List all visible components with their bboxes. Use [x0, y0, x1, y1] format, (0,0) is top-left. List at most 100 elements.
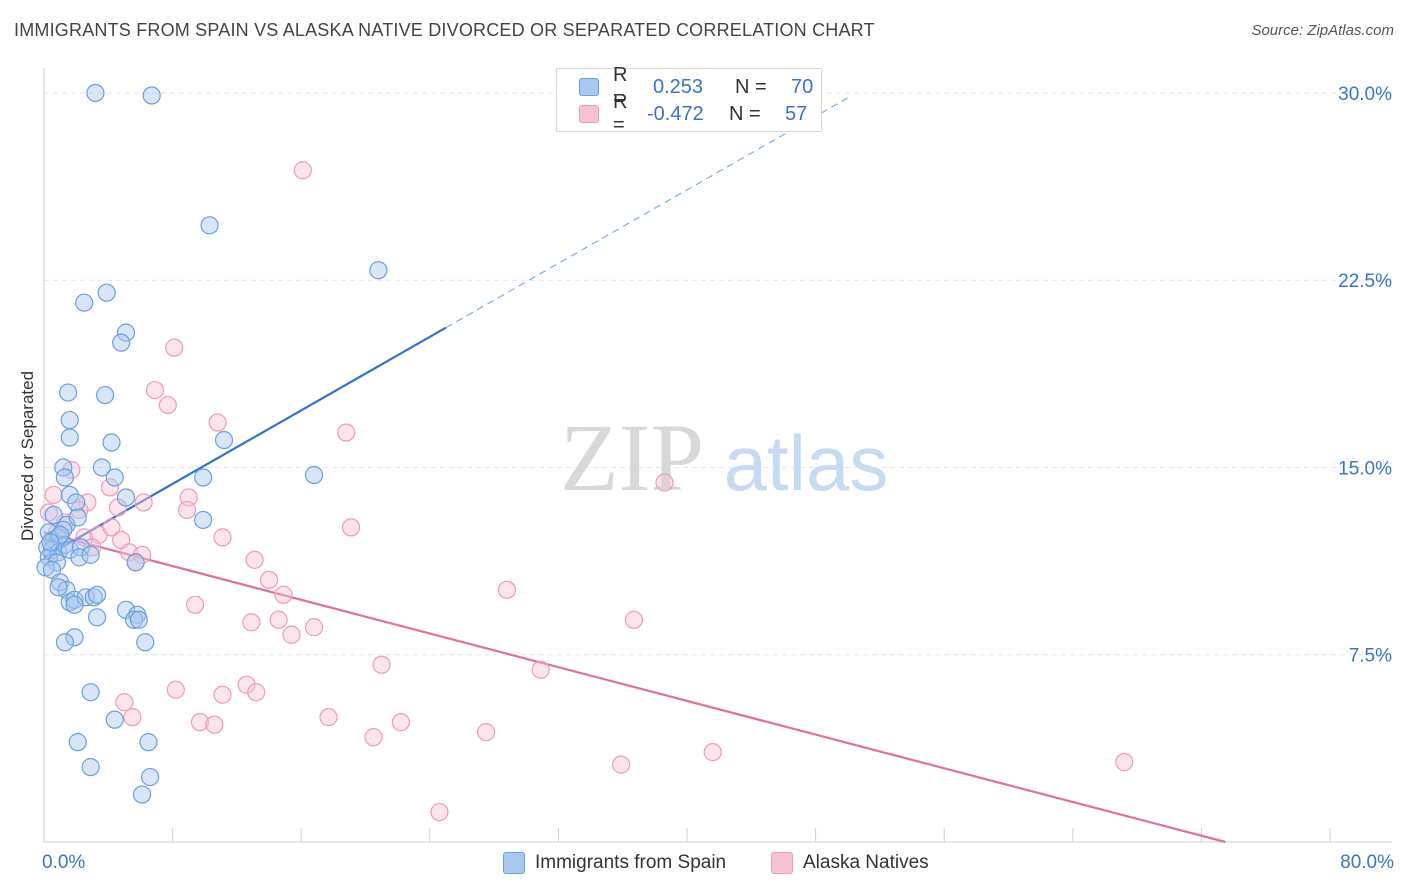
data-point-alaska — [134, 493, 153, 512]
data-point-spain — [126, 553, 145, 572]
correlation-legend: R = 0.253 N = 70 R = -0.472 N = 57 — [556, 64, 822, 136]
legend-label-spain: Immigrants from Spain — [535, 852, 727, 873]
data-point-spain — [81, 545, 100, 564]
data-point-alaska — [611, 755, 631, 774]
legend-swatch-alaska — [771, 852, 793, 874]
data-point-spain — [54, 520, 73, 540]
legend-row-alaska: R = -0.472 N = 57 — [579, 91, 808, 136]
data-point-spain — [124, 610, 144, 629]
axes — [43, 68, 1392, 843]
x-tick-min: 0.0% — [42, 852, 86, 873]
data-point-spain — [97, 283, 116, 302]
data-points — [36, 83, 1134, 822]
data-point-alaska — [304, 618, 324, 637]
data-point-alaska — [165, 338, 184, 357]
data-point-spain — [105, 468, 124, 487]
data-point-alaska — [430, 802, 449, 822]
data-point-alaska — [319, 708, 338, 727]
data-point-spain — [136, 633, 155, 652]
legend-n-value-alaska: 57 — [785, 102, 808, 125]
source-label: Source: ZipAtlas.com — [1251, 22, 1394, 39]
data-point-alaska — [39, 503, 58, 522]
data-point-spain — [86, 83, 105, 103]
data-point-alaska — [655, 473, 674, 492]
data-point-alaska — [703, 743, 722, 762]
legend-r-value-alaska: -0.472 — [647, 102, 704, 125]
data-point-spain — [214, 430, 234, 450]
data-point-alaska — [1115, 753, 1134, 772]
data-point-alaska — [205, 715, 224, 734]
data-point-alaska — [247, 683, 266, 702]
data-point-spain — [369, 261, 388, 280]
data-point-spain — [67, 493, 86, 512]
data-point-spain — [132, 785, 152, 804]
data-point-spain — [44, 505, 63, 525]
data-point-alaska — [391, 713, 410, 732]
y-tick-labels: 7.5% 15.0% 22.5% 30.0% — [1338, 84, 1392, 667]
data-point-alaska — [245, 550, 264, 569]
legend-n-label: N = — [735, 75, 767, 98]
data-point-alaska — [372, 655, 391, 674]
data-point-spain — [200, 216, 219, 235]
y-tick-label: 30.0% — [1338, 84, 1392, 105]
data-point-spain — [60, 540, 79, 559]
grid-lines — [44, 92, 1392, 656]
data-point-spain — [81, 757, 100, 777]
data-point-spain — [49, 578, 68, 597]
data-point-alaska — [213, 685, 232, 704]
data-point-spain — [116, 488, 136, 507]
data-point-spain — [55, 468, 74, 487]
data-point-spain — [116, 323, 136, 342]
legend-r-label: R = — [613, 91, 628, 136]
data-point-alaska — [123, 708, 142, 727]
data-point-alaska — [145, 380, 165, 400]
data-point-spain — [60, 410, 79, 430]
data-point-spain — [194, 468, 213, 487]
y-tick-label: 15.0% — [1338, 458, 1392, 479]
data-point-alaska — [186, 595, 205, 614]
data-point-spain — [50, 525, 70, 544]
data-point-spain — [102, 433, 121, 452]
y-tick-label: 22.5% — [1338, 271, 1392, 292]
data-point-alaska — [274, 585, 293, 604]
data-point-alaska — [166, 680, 185, 699]
data-point-alaska — [190, 713, 210, 732]
legend-swatch-spain — [503, 852, 525, 874]
data-point-spain — [81, 683, 100, 702]
data-point-spain — [140, 767, 160, 787]
data-point-spain — [304, 465, 324, 485]
legend-item-spain[interactable]: Immigrants from Spain — [503, 852, 726, 874]
data-point-alaska — [341, 518, 361, 537]
data-point-alaska — [177, 500, 197, 520]
watermark-zip: ZIP — [560, 404, 704, 511]
data-point-spain — [60, 428, 79, 447]
data-point-alaska — [44, 485, 63, 505]
data-point-alaska — [102, 518, 121, 537]
legend-item-alaska[interactable]: Alaska Natives — [771, 852, 929, 874]
legend-n-label: N = — [729, 102, 761, 125]
data-point-spain — [60, 485, 79, 505]
data-point-alaska — [242, 613, 261, 632]
series-legend: Immigrants from Spain Alaska Natives — [0, 852, 1406, 878]
data-point-alaska — [282, 625, 301, 644]
data-point-alaska — [100, 478, 120, 497]
data-point-alaska — [531, 660, 550, 679]
data-point-spain — [87, 608, 107, 627]
legend-row-spain: R = 0.253 N = 70 — [579, 64, 813, 109]
data-point-alaska — [259, 570, 279, 589]
data-point-alaska — [132, 545, 152, 564]
data-point-alaska — [364, 728, 383, 747]
data-point-spain — [139, 733, 158, 752]
data-point-spain — [105, 710, 124, 729]
data-point-spain — [55, 633, 74, 652]
data-point-spain — [92, 458, 111, 477]
data-point-spain — [112, 333, 131, 352]
data-point-spain — [87, 585, 107, 604]
data-point-spain — [65, 595, 84, 614]
data-point-alaska — [624, 610, 644, 629]
data-point-spain — [65, 590, 84, 609]
data-point-alaska — [337, 423, 356, 442]
y-axis-title: Divorced or Separated — [18, 370, 37, 542]
data-point-spain — [129, 610, 148, 629]
